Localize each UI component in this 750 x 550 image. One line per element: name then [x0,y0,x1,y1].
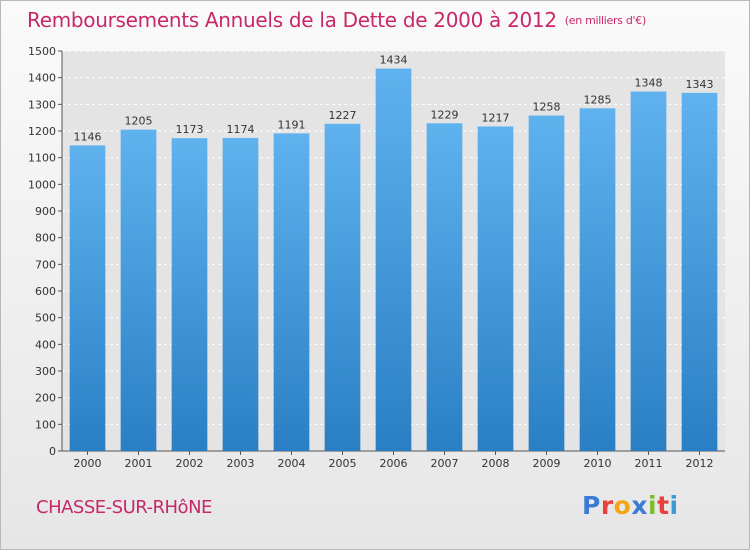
bar [681,92,718,451]
data-label: 1191 [278,118,306,131]
y-tick-label: 1500 [28,45,56,58]
logo-letter: x [631,491,648,520]
y-tick-label: 500 [35,312,56,325]
x-tick-label: 2003 [227,457,255,470]
data-label: 1285 [584,93,612,106]
chart-title-text: Remboursements Annuels de la Dette de 20… [27,8,557,32]
bar [528,115,565,452]
x-tick-label: 2001 [125,457,153,470]
data-label: 1343 [686,78,714,91]
logo-letter: t [657,491,670,520]
y-tick-label: 200 [35,392,56,405]
commune-name: CHASSE-SUR-RHôNE [36,497,212,518]
data-label: 1174 [227,123,255,136]
y-tick-label: 100 [35,418,56,431]
y-tick-label: 400 [35,338,56,351]
logo-letter: P [582,491,601,520]
data-label: 1146 [74,130,102,143]
data-label: 1227 [329,109,357,122]
data-label: 1205 [125,115,153,128]
logo-letter: r [600,491,614,520]
y-tick-label: 600 [35,285,56,298]
y-tick-label: 1100 [28,152,56,165]
chart-title: Remboursements Annuels de la Dette de 20… [27,8,646,32]
x-tick-label: 2011 [635,457,663,470]
logo-letter: i [669,491,679,520]
y-tick-label: 900 [35,205,56,218]
bar [375,68,412,451]
x-tick-label: 2000 [74,457,102,470]
bar [222,137,259,451]
chart-unit: (en milliers d'€) [564,14,646,27]
logo-letter: o [613,491,632,520]
x-tick-label: 2002 [176,457,204,470]
data-label: 1217 [482,111,510,124]
data-label: 1348 [635,77,663,90]
bar [69,145,106,451]
x-tick-label: 2010 [584,457,612,470]
y-tick-label: 800 [35,232,56,245]
bar [630,91,667,452]
bar [477,126,514,451]
bar [171,138,208,451]
x-tick-label: 2008 [482,457,510,470]
x-tick-label: 2006 [380,457,408,470]
data-label: 1173 [176,123,204,136]
x-tick-label: 2012 [686,457,714,470]
bar [120,129,157,451]
logo-letter: i [648,491,658,520]
data-label: 1258 [533,101,561,114]
proxiti-logo: Proxiti [582,491,679,520]
data-label: 1434 [380,54,408,67]
y-tick-label: 0 [49,445,56,458]
y-tick-label: 1200 [28,125,56,138]
data-label: 1229 [431,108,459,121]
y-tick-label: 1400 [28,72,56,85]
x-tick-label: 2007 [431,457,459,470]
x-tick-label: 2005 [329,457,357,470]
y-tick-label: 300 [35,365,56,378]
y-tick-label: 1000 [28,178,56,191]
bar [324,123,361,452]
y-tick-label: 700 [35,258,56,271]
y-tick-label: 1300 [28,98,56,111]
bar [273,133,310,451]
x-tick-label: 2004 [278,457,306,470]
x-tick-label: 2009 [533,457,561,470]
bar [426,123,463,452]
bar [579,108,616,451]
